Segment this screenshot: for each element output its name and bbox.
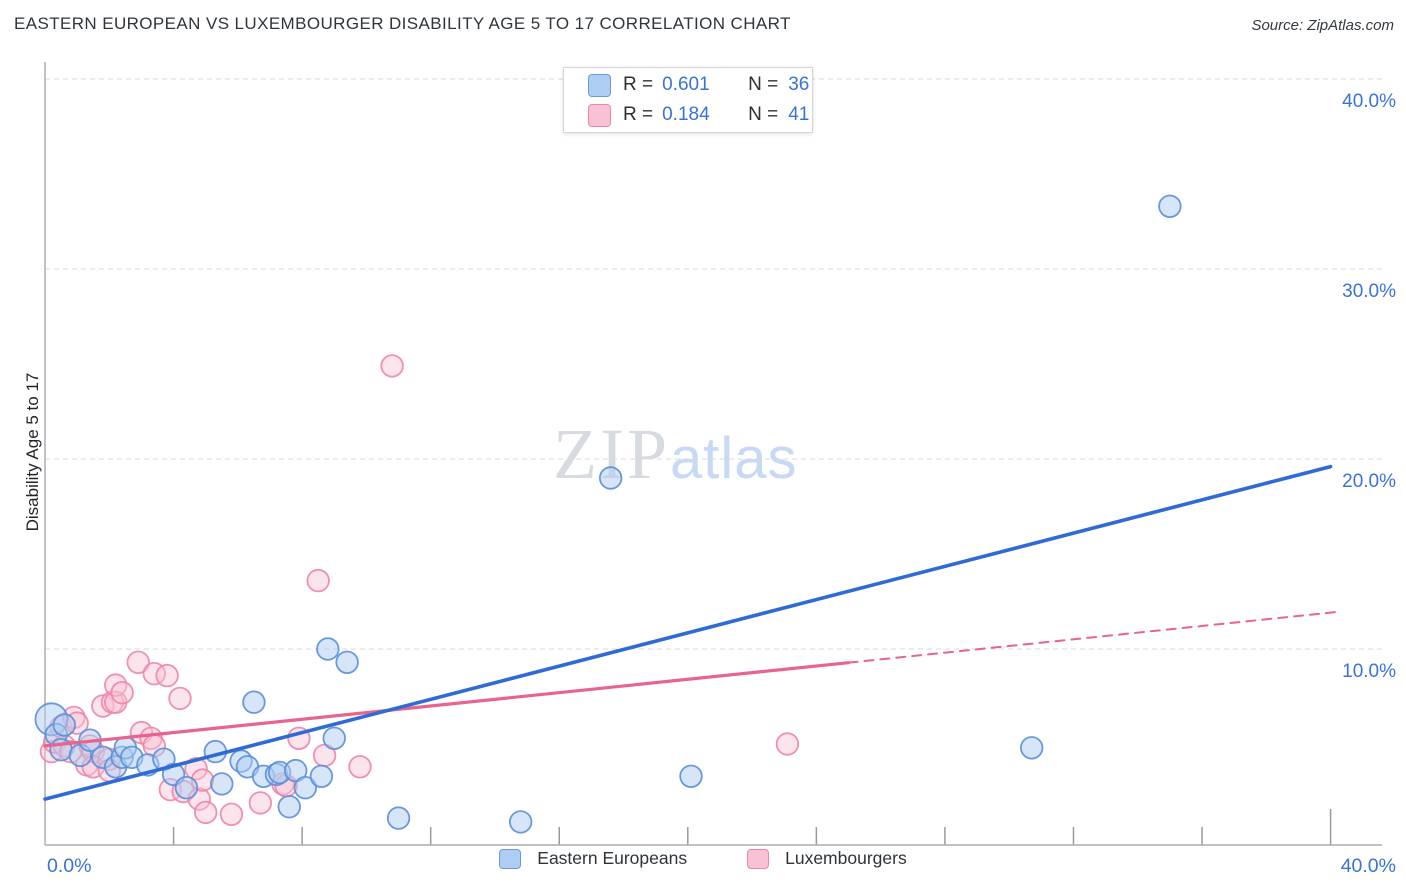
svg-text:20.0%: 20.0%	[1342, 471, 1396, 492]
correlation-legend: R = 0.601 N = 36 R = 0.184 N = 41	[563, 67, 813, 133]
n-label: N =	[748, 104, 779, 125]
correlation-legend-row-luxembourgers: R = 0.184 N = 41	[564, 103, 812, 127]
r-label: R =	[623, 104, 654, 125]
svg-text:40.0%: 40.0%	[1342, 91, 1396, 112]
series-legend: Eastern Europeans Luxembourgers	[0, 848, 1406, 869]
svg-text:10.0%: 10.0%	[1342, 661, 1396, 682]
r-value: 0.601	[662, 74, 710, 95]
source-label: Source: ZipAtlas.com	[1251, 17, 1394, 34]
luxembourgers-swatch-icon	[747, 848, 770, 869]
n-value: 36	[788, 74, 810, 95]
n-label: N =	[748, 74, 779, 95]
series-legend-label-luxembourgers: Luxembourgers	[785, 848, 907, 868]
svg-text:0.0%: 0.0%	[47, 855, 91, 877]
correlation-legend-row-eastern-europeans: R = 0.601 N = 36	[564, 73, 812, 97]
eastern-europeans-swatch-icon	[499, 848, 522, 869]
n-value: 41	[788, 104, 810, 125]
series-legend-label-eastern-europeans: Eastern Europeans	[537, 848, 688, 868]
eastern-europeans-swatch-icon	[588, 73, 611, 97]
svg-text:40.0%: 40.0%	[1341, 855, 1396, 877]
r-label: R =	[623, 74, 654, 95]
r-value: 0.184	[662, 104, 710, 125]
chart-title: EASTERN EUROPEAN VS LUXEMBOURGER DISABIL…	[14, 14, 791, 33]
luxembourgers-swatch-icon	[588, 103, 611, 127]
svg-text:30.0%: 30.0%	[1342, 281, 1396, 302]
